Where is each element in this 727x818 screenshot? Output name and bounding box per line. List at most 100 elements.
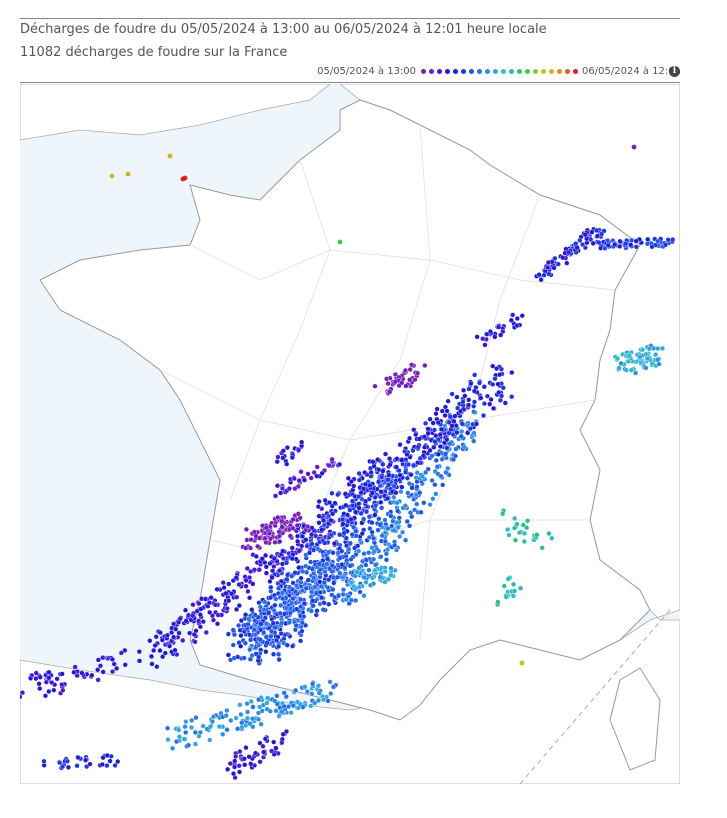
strike: [104, 763, 110, 769]
strike: [304, 689, 310, 695]
strike: [418, 509, 424, 515]
strike: [305, 523, 311, 530]
strike: [257, 740, 263, 746]
strike: [337, 570, 343, 576]
strike: [252, 612, 258, 618]
strike: [268, 748, 275, 754]
strike: [159, 637, 166, 643]
strike: [286, 486, 292, 492]
strike: [247, 545, 254, 551]
strike: [97, 663, 104, 669]
strike: [258, 621, 264, 627]
strike: [423, 469, 429, 476]
strike: [109, 669, 116, 675]
strike: [311, 570, 317, 576]
strike: [251, 529, 257, 535]
strike: [207, 737, 213, 743]
strike: [315, 546, 321, 552]
strike: [326, 601, 332, 607]
strike: [41, 758, 47, 764]
strike: [444, 436, 450, 443]
strike: [410, 447, 416, 454]
strike: [340, 591, 346, 598]
strike: [152, 642, 158, 649]
strike: [322, 497, 328, 504]
strike: [633, 238, 639, 244]
strike: [384, 495, 391, 502]
strike: [299, 628, 305, 634]
strike: [628, 367, 634, 373]
strike: [303, 585, 309, 591]
strike: [100, 669, 106, 675]
strike: [173, 739, 180, 745]
strike: [176, 619, 182, 625]
strike: [670, 237, 676, 243]
strike: [447, 414, 453, 420]
strike: [263, 564, 269, 570]
strike: [453, 446, 459, 452]
strike: [245, 588, 251, 595]
strike: [487, 328, 494, 335]
strike: [169, 629, 175, 636]
strike: [431, 444, 437, 450]
strike: [235, 654, 241, 660]
strike: [220, 580, 226, 586]
strike: [437, 443, 443, 450]
strike: [329, 456, 335, 462]
strike: [203, 629, 209, 636]
strike: [60, 687, 66, 693]
strike: [339, 548, 345, 554]
strike: [75, 754, 81, 761]
strike: [226, 581, 232, 587]
strike: [293, 583, 300, 589]
strike: [272, 493, 279, 499]
strike: [390, 518, 396, 524]
strike: [370, 556, 377, 562]
strike: [209, 719, 215, 725]
strike: [173, 626, 179, 632]
strike: [382, 517, 388, 523]
strike: [263, 621, 270, 627]
strike: [292, 627, 299, 633]
strike: [406, 435, 413, 441]
corsica: [609, 667, 661, 771]
strike: [376, 516, 382, 522]
strike: [386, 472, 392, 478]
strike: [395, 524, 401, 530]
strike: [346, 546, 352, 552]
strike: [273, 708, 279, 714]
strike: [74, 673, 80, 679]
strike: [594, 227, 600, 234]
strike: [582, 232, 588, 238]
strike: [279, 709, 285, 715]
strike: [379, 533, 385, 539]
strike: [399, 380, 405, 386]
strike: [370, 535, 377, 541]
strike: [481, 401, 488, 407]
strike: [283, 560, 290, 566]
strike: [118, 650, 124, 656]
strike: [37, 685, 43, 692]
strike: [384, 376, 390, 382]
strike: [64, 758, 70, 764]
strike: [430, 420, 436, 426]
strike: [496, 390, 502, 396]
strike: [369, 520, 375, 526]
strike: [272, 698, 278, 704]
strike: [300, 704, 306, 710]
strike: [508, 317, 514, 323]
strike: [387, 389, 393, 395]
bottom-rule: [20, 82, 680, 83]
strike: [459, 428, 465, 435]
strike: [206, 600, 213, 606]
strike: [252, 750, 259, 756]
strike: [238, 618, 244, 624]
strike: [298, 579, 304, 585]
strike: [74, 763, 80, 769]
info-icon[interactable]: i: [669, 66, 680, 77]
strike: [295, 538, 301, 544]
strike: [414, 479, 420, 485]
legend-start: 05/05/2024 à 13:00: [317, 66, 417, 77]
strike: [309, 566, 315, 572]
strike: [190, 613, 196, 619]
